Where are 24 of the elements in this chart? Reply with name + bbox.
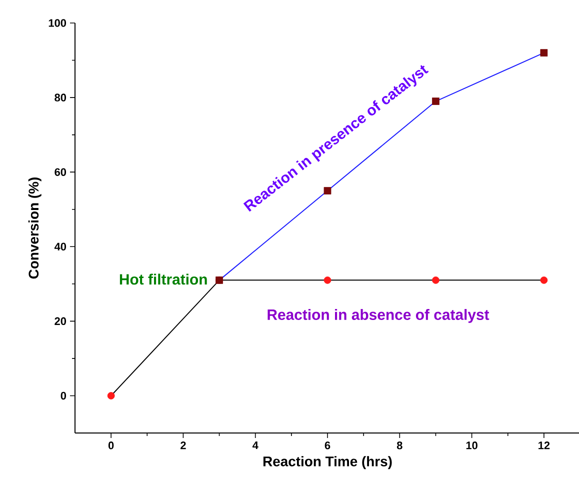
x-tick-label: 4 <box>252 442 258 450</box>
x-tick-label: 12 <box>538 442 550 450</box>
y-tick-label: 0 <box>60 392 66 400</box>
y-tick-label: 40 <box>54 242 66 251</box>
y-tick-label: 20 <box>54 317 66 326</box>
y-tick-label: 80 <box>54 94 66 102</box>
point <box>324 276 332 284</box>
x-tick-label: 6 <box>324 442 330 450</box>
point <box>432 98 440 105</box>
annotation: Hot filtration <box>120 274 207 285</box>
point <box>107 392 115 400</box>
x-tick-label: 8 <box>396 442 402 450</box>
y-tick-label: 60 <box>54 168 66 176</box>
x-tick-label: 10 <box>466 442 478 450</box>
x-tick-label: 2 <box>180 442 186 450</box>
series-label: Reaction in absence of catalyst <box>268 308 490 323</box>
point <box>540 49 548 56</box>
point <box>432 276 440 284</box>
point <box>540 276 548 284</box>
y-axis-title: Conversion (%) <box>28 178 42 279</box>
point <box>324 187 332 194</box>
x-tick-label: 0 <box>108 442 114 450</box>
x-axis-title: Reaction Time (hrs) <box>263 456 392 470</box>
y-tick-label: 100 <box>48 19 66 27</box>
